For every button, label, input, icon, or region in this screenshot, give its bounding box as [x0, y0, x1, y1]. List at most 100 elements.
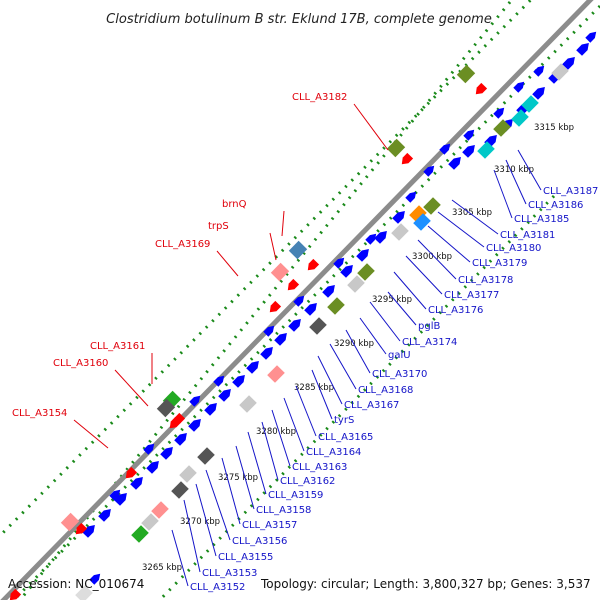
cds-forward-22[interactable]: [188, 419, 201, 432]
cog-block-18[interactable]: [141, 513, 159, 531]
cog-reverse-3[interactable]: [270, 262, 290, 282]
cog-block-9[interactable]: [347, 275, 365, 293]
gene-label-CLL_A3164[interactable]: CLL_A3164: [306, 447, 361, 458]
gene-label-CLL_A3176[interactable]: CLL_A3176: [428, 305, 483, 316]
cog-reverse-0[interactable]: [456, 64, 476, 84]
cds-forward-17[interactable]: [260, 347, 273, 360]
gene-label-CLL_A3178[interactable]: CLL_A3178: [458, 275, 513, 286]
gene-label-CLL_A3186[interactable]: CLL_A3186: [528, 200, 583, 211]
cog-block-6[interactable]: [409, 205, 427, 223]
gene-label-pglB[interactable]: pglB: [418, 321, 440, 332]
cds-forward-14[interactable]: [304, 303, 317, 316]
gene-label-galU[interactable]: galU: [388, 350, 411, 361]
cds-forward-16[interactable]: [274, 333, 287, 346]
cog-block-4[interactable]: [493, 119, 511, 137]
cds-forward-11[interactable]: [356, 249, 369, 262]
cds-forward-inner-11[interactable]: [263, 325, 275, 337]
gene-label-CLL_A3181[interactable]: CLL_A3181: [500, 230, 555, 241]
gene-label-CLL_A3174[interactable]: CLL_A3174: [402, 337, 457, 348]
gene-label-CLL_A3157[interactable]: CLL_A3157: [242, 520, 297, 531]
cds-forward-19[interactable]: [232, 375, 245, 388]
cds-forward-inner-12[interactable]: [213, 375, 225, 387]
cog-block-13[interactable]: [239, 395, 257, 413]
cog-block-12[interactable]: [267, 365, 285, 383]
gene-label-CLL_A3161[interactable]: CLL_A3161: [90, 341, 145, 352]
gene-label-CLL_A3185[interactable]: CLL_A3185: [514, 214, 569, 225]
gene-label-CLL_A3165[interactable]: CLL_A3165: [318, 432, 373, 443]
cds-forward-10[interactable]: [374, 231, 387, 244]
cds-forward-inner-14[interactable]: [143, 443, 155, 455]
gene-label-CLL_A3152[interactable]: CLL_A3152: [190, 582, 245, 593]
cog-block-3[interactable]: [551, 63, 569, 81]
cog-block-7[interactable]: [413, 213, 431, 231]
gene-label-CLL_A3167[interactable]: CLL_A3167: [344, 400, 399, 411]
cds-reverse-9[interactable]: [9, 588, 22, 600]
gene-label-CLL_A3162[interactable]: CLL_A3162: [280, 476, 335, 487]
cds-forward-inner-15[interactable]: [109, 489, 121, 501]
cds-forward-12[interactable]: [340, 265, 353, 278]
gene-label-CLL_A3182[interactable]: CLL_A3182: [292, 92, 347, 103]
cds-forward-inner-16[interactable]: [89, 573, 101, 585]
cds-reverse-8[interactable]: [75, 522, 88, 535]
cds-forward-23[interactable]: [174, 433, 187, 446]
cds-forward-inner-1[interactable]: [533, 65, 545, 77]
cds-forward-inner-8[interactable]: [365, 233, 377, 245]
cog-block-17[interactable]: [151, 501, 169, 519]
cog-reverse-1[interactable]: [386, 138, 406, 158]
cds-forward-26[interactable]: [130, 477, 143, 490]
cds-reverse-1[interactable]: [401, 152, 414, 165]
cog-block-20[interactable]: [75, 585, 93, 600]
cds-reverse-7[interactable]: [125, 466, 138, 479]
cds-forward-8[interactable]: [448, 157, 461, 170]
gene-label-CLL_A3160[interactable]: CLL_A3160: [53, 358, 108, 369]
cds-forward-21[interactable]: [204, 403, 217, 416]
cds-forward-inner-3[interactable]: [493, 107, 505, 119]
gene-label-CLL_A3169[interactable]: CLL_A3169: [155, 239, 210, 250]
gene-label-CLL_A3163[interactable]: CLL_A3163: [292, 462, 347, 473]
gene-label-CLL_A3159[interactable]: CLL_A3159: [268, 490, 323, 501]
cds-forward-inner-10[interactable]: [293, 295, 305, 307]
cog-block-8[interactable]: [357, 263, 375, 281]
cds-forward-inner-4[interactable]: [463, 129, 475, 141]
gene-label-CLL_A3180[interactable]: CLL_A3180: [486, 243, 541, 254]
cds-forward-18[interactable]: [246, 361, 259, 374]
cog-block-0[interactable]: [521, 95, 539, 113]
cds-forward-15[interactable]: [288, 319, 301, 332]
cds-forward-inner-9[interactable]: [333, 257, 345, 269]
gene-label-CLL_A3155[interactable]: CLL_A3155: [218, 552, 273, 563]
cog-reverse-2[interactable]: [288, 240, 308, 260]
cog-block-15[interactable]: [179, 465, 197, 483]
cds-forward-13[interactable]: [322, 285, 335, 298]
gene-label-CLL_A3156[interactable]: CLL_A3156: [232, 536, 287, 547]
cds-forward-25[interactable]: [146, 461, 159, 474]
cog-block-16[interactable]: [171, 481, 189, 499]
cds-forward-inner-7[interactable]: [405, 191, 417, 203]
cog-reverse-5[interactable]: [156, 398, 176, 418]
gene-label-CLL_A3170[interactable]: CLL_A3170: [372, 369, 427, 380]
cog-block-19[interactable]: [131, 525, 149, 543]
cds-forward-29[interactable]: [82, 525, 95, 538]
cog-block-10[interactable]: [327, 297, 345, 315]
cds-reverse-2[interactable]: [307, 258, 320, 271]
gene-label-tyrS[interactable]: tyrS: [334, 415, 354, 426]
cds-reverse-0[interactable]: [475, 82, 488, 95]
cog-block-14[interactable]: [197, 447, 215, 465]
gene-label-trpS[interactable]: trpS: [208, 221, 229, 232]
cds-forward-inner-2[interactable]: [513, 81, 525, 93]
cds-forward-27[interactable]: [114, 493, 127, 506]
cds-forward-0[interactable]: [576, 43, 589, 56]
gene-label-CLL_A3153[interactable]: CLL_A3153: [202, 568, 257, 579]
cog-block-21[interactable]: [391, 223, 409, 241]
gene-label-CLL_A3154[interactable]: CLL_A3154: [12, 408, 67, 419]
cds-forward-7[interactable]: [462, 145, 475, 158]
cds-reverse-3[interactable]: [287, 278, 300, 291]
cog-block-11[interactable]: [309, 317, 327, 335]
cds-forward-inner-13[interactable]: [189, 395, 201, 407]
cds-forward-1[interactable]: [562, 57, 575, 70]
gene-label-CLL_A3177[interactable]: CLL_A3177: [444, 290, 499, 301]
gene-label-CLL_A3158[interactable]: CLL_A3158: [256, 505, 311, 516]
cds-forward-9[interactable]: [392, 211, 405, 224]
cds-forward-3[interactable]: [532, 87, 545, 100]
cds-reverse-4[interactable]: [269, 300, 282, 313]
